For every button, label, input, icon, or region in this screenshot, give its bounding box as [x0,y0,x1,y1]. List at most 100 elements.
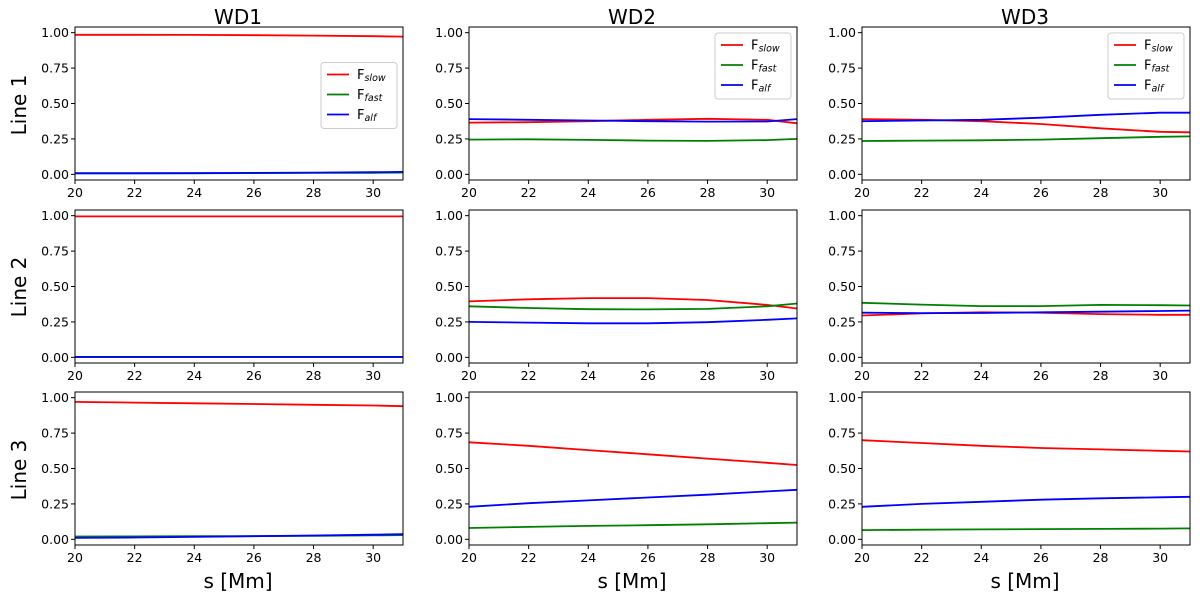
panel-wd2-line-3: 20 22 24 26 28 30 0.00 0.25 0.50 0.75 1.00 [435,390,798,565]
y-tick-label: 1.00 [435,25,463,40]
panel-wd1-line-3: 20 22 24 26 28 30 0.00 0.25 0.50 0.75 1.00 [41,390,404,565]
x-tick-label: 28 [306,185,322,200]
y-tick-label: 0.00 [828,167,856,182]
panel-wd2-line-2: 20 22 24 26 28 30 0.00 0.25 0.50 0.75 1.00 [435,208,798,383]
x-tick-label: 24 [973,550,989,565]
series-line-falf [74,533,404,539]
x-tick-label: 22 [127,185,143,200]
panel-wd1-line-1: 20 22 24 26 28 300.000.250.500.751.00FslowFfa… [41,25,404,200]
y-tick-label: 0.25 [41,314,69,329]
x-tick-label: 28 [1093,185,1109,200]
x-tick-label: 22 [914,368,930,383]
y-tick-label: 0.00 [435,532,463,547]
x-tick-label: 28 [700,185,716,200]
x-tick-label: 20 [854,368,870,383]
x-axis-title-wd1: s [Mm] [203,569,272,593]
y-tick-label: 0.75 [435,244,463,259]
series-line-falf [468,317,798,325]
y-tick-label: 0.75 [435,426,463,441]
x-tick-label: 28 [700,368,716,383]
x-tick-label: 20 [67,185,83,200]
panel-wd3-line-3: 20 22 24 26 28 30 0.00 0.25 0.50 0.75 1.00 [828,390,1191,565]
y-tick-label: 0.25 [828,496,856,511]
legend-label-main: F [357,68,364,83]
y-tick-label: 0.00 [41,350,69,365]
legend-label-subscript: alf [364,113,377,124]
x-tick-label: 30 [365,185,381,200]
series-line-falf [861,111,1190,123]
x-tick-label: 30 [365,368,381,383]
y-tick-label: 0.75 [828,426,856,441]
y-tick-label: 1.00 [828,25,856,40]
x-tick-label: 26 [640,368,656,383]
legend-label-fast: Ffast [751,59,778,75]
series-line-ffast [861,135,1191,142]
x-tick-label: 30 [365,550,381,565]
series-line-fslow [75,33,404,38]
x-tick-label: 26 [1033,185,1049,200]
legend-label-subscript: fast [758,64,777,75]
legend-label-slow: Fslow [1144,39,1173,55]
y-tick-label: 0.25 [41,496,69,511]
x-tick-label: 20 [461,185,477,200]
series-line-ffast [468,521,798,529]
y-tick-label: 0.75 [828,61,856,76]
row-title-line-1: Line 1 [7,75,31,136]
y-tick-label: 0.25 [828,314,856,329]
figure-titles: WD1 WD2 WD3 Line 1 Line 2 Line 3 s [Mm] … [7,5,1060,593]
y-tick-label: 0.75 [828,244,856,259]
y-tick-label: 0.25 [435,314,463,329]
x-tick-label: 24 [186,368,202,383]
series-line-falf [861,495,1191,508]
x-tick-label: 28 [700,550,716,565]
series-line-falf [468,488,798,508]
y-tick-label: 0.75 [41,244,69,259]
y-tick-label: 0.00 [41,167,69,182]
legend-label-subscript: slow [758,44,779,55]
x-tick-label: 22 [521,185,537,200]
y-tick-label: 1.00 [435,208,463,223]
x-tick-label: 28 [1093,368,1109,383]
y-tick-label: 0.50 [828,96,856,111]
y-tick-label: 0.00 [435,350,463,365]
y-tick-label: 0.00 [435,167,463,182]
x-tick-label: 20 [67,368,83,383]
x-tick-label: 26 [1033,368,1049,383]
y-tick-label: 0.50 [41,279,69,294]
series-line-fslow [468,441,798,466]
x-tick-label: 30 [759,550,775,565]
y-tick-label: 0.25 [41,131,69,146]
x-tick-label: 26 [246,368,262,383]
x-tick-label: 30 [1152,368,1168,383]
y-tick-label: 1.00 [41,390,69,405]
x-tick-label: 26 [246,550,262,565]
y-tick-label: 0.75 [41,61,69,76]
x-tick-label: 22 [914,185,930,200]
legend-label-subscript: alf [1151,84,1164,95]
x-tick-label: 30 [1152,185,1168,200]
x-tick-label: 24 [186,550,202,565]
y-tick-label: 0.50 [828,279,856,294]
y-tick-label: 1.00 [828,208,856,223]
x-tick-label: 30 [1152,550,1168,565]
x-tick-label: 26 [640,550,656,565]
series-line-falf [861,309,1191,315]
y-tick-label: 0.00 [828,350,856,365]
x-tick-label: 20 [854,550,870,565]
x-tick-label: 26 [640,185,656,200]
x-tick-label: 20 [461,550,477,565]
panel-wd2-line-1: 20 22 24 26 28 300.000.250.500.751.00FslowFfa… [435,25,798,200]
x-axis-title-wd3: s [Mm] [990,569,1059,593]
y-tick-label: 1.00 [41,208,69,223]
legend-label-main: F [751,79,758,94]
legend-label-main: F [751,39,758,54]
legend-label-subscript: alf [758,84,771,95]
x-tick-label: 26 [1033,550,1049,565]
x-tick-label: 26 [246,185,262,200]
legend-label-fast: Ffast [1144,59,1171,75]
panel-wd1-line-2: 20 22 24 26 28 30 0.00 0.25 0.50 0.75 1.00 [41,208,404,383]
legend-label-main: F [357,88,364,103]
